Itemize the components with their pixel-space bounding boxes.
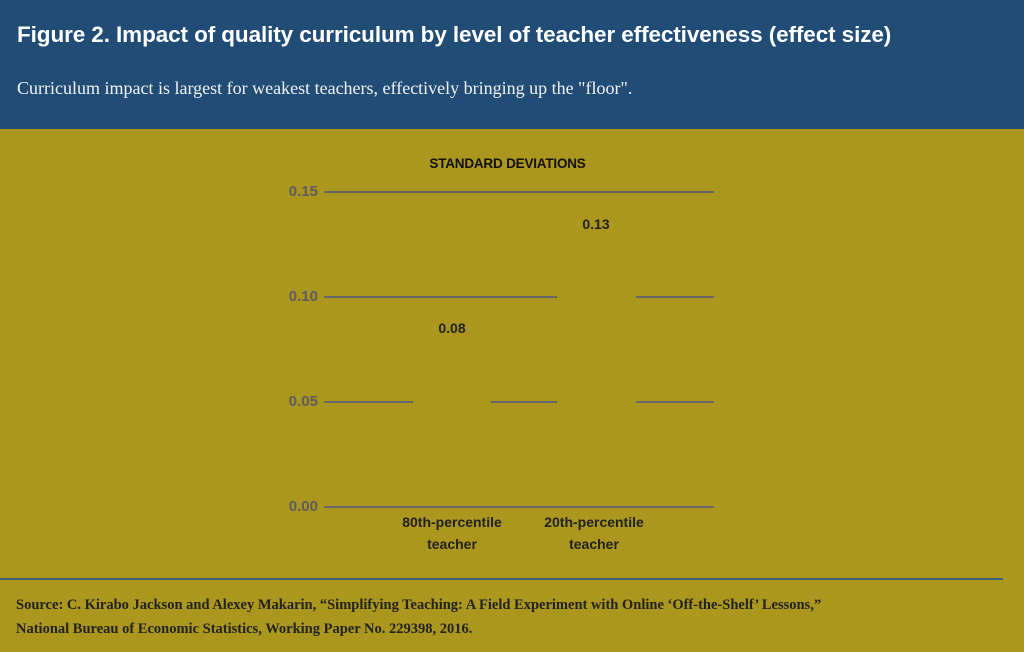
- bar-value-label: 0.13: [582, 216, 610, 232]
- y-tick-label: 0.00: [288, 498, 318, 515]
- x-category-label: 20th-percentile teacher: [519, 511, 669, 555]
- source-line-2: National Bureau of Economic Statistics, …: [16, 621, 473, 637]
- bar-value-label: 0.08: [438, 320, 466, 336]
- bar-chart: STANDARD DEVIATIONS 0.15 0.10 0.05 0.00 …: [0, 129, 1024, 579]
- gridline: [324, 401, 714, 403]
- gridline: [324, 191, 714, 193]
- figure-subtitle: Curriculum impact is largest for weakest…: [17, 78, 633, 98]
- y-tick-label: 0.05: [288, 393, 318, 410]
- y-tick-label: 0.10: [288, 288, 318, 305]
- y-axis-title: STANDARD DEVIATIONS: [429, 156, 586, 171]
- category-line: 20th-percentile: [544, 514, 644, 530]
- y-tick-label: 0.15: [288, 183, 318, 200]
- gridline-baseline: [324, 506, 714, 508]
- bar-80th-percentile: [413, 339, 491, 505]
- figure-title: Figure 2. Impact of quality curriculum b…: [17, 22, 892, 47]
- category-line: teacher: [427, 536, 477, 552]
- bar-20th-percentile: [557, 234, 636, 505]
- x-category-label: 80th-percentile teacher: [377, 511, 527, 555]
- category-line: 80th-percentile: [402, 514, 502, 530]
- figure-header: Figure 2. Impact of quality curriculum b…: [0, 0, 1024, 129]
- gridline: [324, 296, 714, 298]
- source-line-1: : C. Kirabo Jackson and Alexey Makarin, …: [58, 597, 822, 613]
- category-line: teacher: [569, 536, 619, 552]
- source-prefix: Source: [16, 597, 59, 613]
- source-divider: [0, 578, 1003, 580]
- source-note: Source: C. Kirabo Jackson and Alexey Mak…: [16, 593, 821, 641]
